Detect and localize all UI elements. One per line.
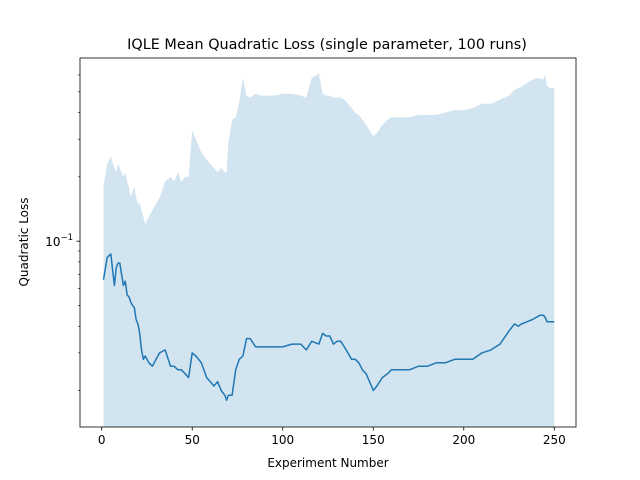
y-tick-label: 10−1 <box>45 233 73 249</box>
series-line <box>102 253 555 402</box>
y-axis-label: Quadratic Loss <box>17 197 31 286</box>
x-tick-label: 200 <box>452 433 475 447</box>
plot-area <box>102 73 555 427</box>
axes: 0 50 100 150 200 250 10−1 <box>45 57 577 447</box>
plot-layer <box>102 73 555 427</box>
x-tick-label: 0 <box>98 433 106 447</box>
x-tick-label: 250 <box>543 433 566 447</box>
axes-frame <box>79 57 577 428</box>
x-tick-label: 150 <box>362 433 385 447</box>
chart-title: IQLE Mean Quadratic Loss (single paramet… <box>127 37 527 53</box>
x-tick-label: 100 <box>271 433 294 447</box>
confidence-band <box>103 73 555 427</box>
x-tick-label: 50 <box>185 433 200 447</box>
x-axis-label: Experiment Number <box>267 456 388 470</box>
